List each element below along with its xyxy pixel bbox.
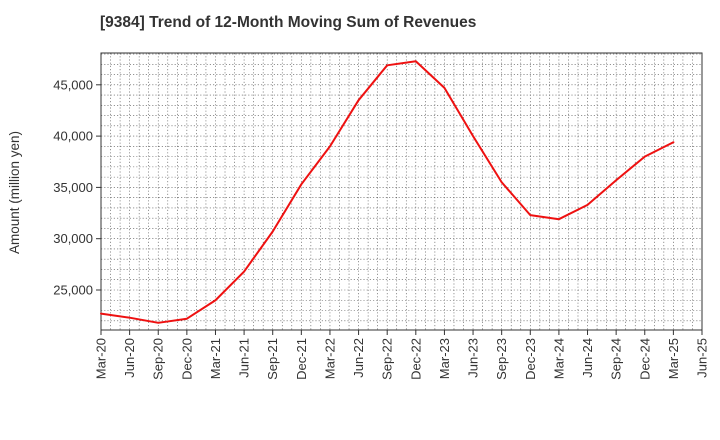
data-point (100, 313, 102, 315)
x-tick-label: Jun-23 (466, 338, 481, 378)
x-tick-label: Jun-24 (580, 338, 595, 378)
x-tick-label: Jun-20 (122, 338, 137, 378)
y-tick-label: 30,000 (53, 231, 93, 246)
x-tick-label: Jun-22 (351, 338, 366, 378)
data-point (587, 204, 589, 206)
x-tick-label: Dec-21 (294, 338, 309, 380)
grid (101, 53, 702, 330)
data-point (157, 322, 159, 324)
y-axis-label: Amount (million yen) (7, 131, 22, 254)
data-point (615, 179, 617, 181)
x-tick-label: Mar-21 (208, 338, 223, 379)
data-point (358, 99, 360, 101)
data-point (472, 135, 474, 137)
data-point (386, 64, 388, 66)
revenue-series-line (100, 60, 675, 324)
x-tick-label: Mar-22 (322, 338, 337, 379)
x-tick-label: Sep-24 (609, 338, 624, 380)
x-tick-label: Jun-21 (237, 338, 252, 378)
data-point (558, 218, 560, 220)
data-point (243, 271, 245, 273)
data-point (443, 87, 445, 89)
x-tick-label: Dec-22 (408, 338, 423, 380)
data-point (272, 231, 274, 233)
data-point (501, 181, 503, 183)
x-tick-label: Mar-20 (94, 338, 109, 379)
y-tick-label: 45,000 (53, 77, 93, 92)
y-axis: 25,000 30,000 35,000 40,000 45,000 (53, 77, 101, 297)
x-tick-label: Dec-24 (637, 338, 652, 380)
y-tick-label: 25,000 (53, 282, 93, 297)
x-tick-label: Sep-21 (265, 338, 280, 380)
y-tick-label: 40,000 (53, 129, 93, 144)
x-tick-label: Mar-24 (551, 338, 566, 379)
data-point (672, 141, 674, 143)
data-point (214, 299, 216, 301)
x-axis: Mar-20 Jun-20 Sep-20 Dec-20 Mar-21 Jun-21 Sep-… (94, 330, 710, 380)
data-point (644, 156, 646, 158)
x-tick-label: Sep-23 (494, 338, 509, 380)
x-tick-label: Mar-23 (437, 338, 452, 379)
chart-title: [9384] Trend of 12-Month Moving Sum of R… (100, 14, 477, 31)
data-point (129, 317, 131, 319)
x-tick-label: Jun-25 (695, 338, 710, 378)
x-tick-label: Sep-22 (380, 338, 395, 380)
plot-area-frame (100, 52, 703, 331)
x-tick-label: Sep-20 (151, 338, 166, 380)
x-tick-label: Dec-20 (179, 338, 194, 380)
data-point (415, 60, 417, 62)
data-point (329, 145, 331, 147)
x-tick-label: Dec-23 (523, 338, 538, 380)
y-tick-label: 35,000 (53, 180, 93, 195)
data-point (186, 318, 188, 320)
data-point (300, 183, 302, 185)
data-point (529, 214, 531, 216)
x-tick-label: Mar-25 (666, 338, 681, 379)
